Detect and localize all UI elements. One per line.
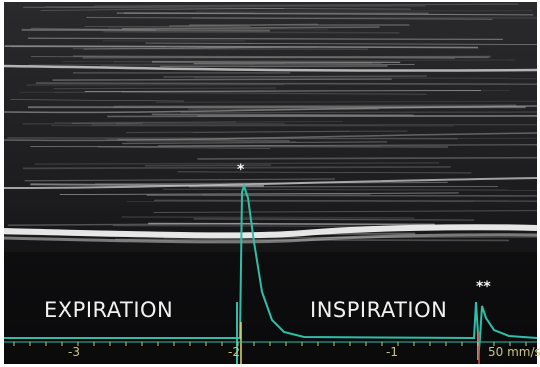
echo-streak — [197, 156, 537, 160]
echo-streak — [83, 46, 318, 50]
echo-streak — [144, 164, 272, 167]
echo-streak — [151, 113, 414, 116]
echo-streak — [24, 178, 336, 182]
echo-streak — [59, 192, 459, 196]
echo-streak — [193, 63, 415, 65]
echo-streak — [146, 194, 537, 197]
echo-streak — [86, 16, 493, 20]
ecg-trace — [4, 182, 537, 364]
echo-streak — [21, 28, 270, 32]
echo-streak — [40, 8, 285, 11]
echo-streak — [153, 210, 537, 214]
echo-streak — [126, 130, 408, 134]
echo-streak — [121, 91, 427, 95]
echo-streak — [44, 5, 426, 8]
inspiration-label: INSPIRATION — [310, 298, 448, 322]
echo-streak — [73, 55, 489, 59]
echo-streak — [94, 3, 519, 7]
echo-streak — [10, 99, 184, 102]
echo-streak — [163, 188, 537, 191]
echo-streak — [163, 75, 427, 78]
echo-streak — [148, 222, 435, 226]
echo-streak — [52, 78, 392, 81]
single-asterisk-marker: * — [237, 162, 245, 178]
echo-streak — [116, 12, 534, 16]
echo-streak — [54, 121, 343, 123]
m-mode-echo-bands — [4, 2, 537, 364]
echo-streak — [192, 130, 351, 134]
echo-streak — [145, 42, 537, 46]
echo-streak — [169, 23, 319, 27]
echo-streak — [154, 199, 537, 202]
echo-streak — [155, 100, 537, 104]
echo-streak — [121, 26, 380, 30]
echo-streak — [103, 30, 400, 34]
echo-streak — [53, 87, 276, 90]
echo-streak — [30, 27, 157, 31]
echo-streak — [23, 166, 451, 170]
time-tick-label: -1 — [386, 345, 398, 359]
echo-streak — [30, 56, 455, 59]
echo-streak — [193, 218, 475, 221]
echo-streak — [122, 141, 387, 145]
echo-streak — [34, 162, 440, 165]
echo-streak — [71, 121, 236, 124]
echo-streak — [63, 59, 516, 62]
echo-streak — [193, 76, 537, 80]
echo-streak — [35, 82, 537, 85]
echo-streak — [180, 111, 537, 114]
echo-streak — [27, 37, 503, 41]
echo-streak — [100, 64, 249, 67]
echo-streak — [107, 115, 537, 118]
time-tick-label: -2 — [228, 345, 240, 359]
expiration-label: EXPIRATION — [44, 298, 174, 322]
double-asterisk-marker: ** — [476, 279, 491, 295]
sweep-speed-label: 50 mm/s — [488, 345, 540, 359]
time-tick-label: -3 — [68, 345, 80, 359]
m-mode-image: EXPIRATION INSPIRATION * ** -3 -2 -1 50 … — [4, 2, 540, 364]
echo-streak — [23, 6, 411, 10]
echo-streak — [84, 90, 481, 92]
echo-streak — [121, 216, 415, 219]
echo-streak — [97, 146, 271, 150]
echo-streak — [4, 45, 479, 49]
echo-streak — [177, 171, 472, 174]
echo-streak — [158, 144, 537, 147]
